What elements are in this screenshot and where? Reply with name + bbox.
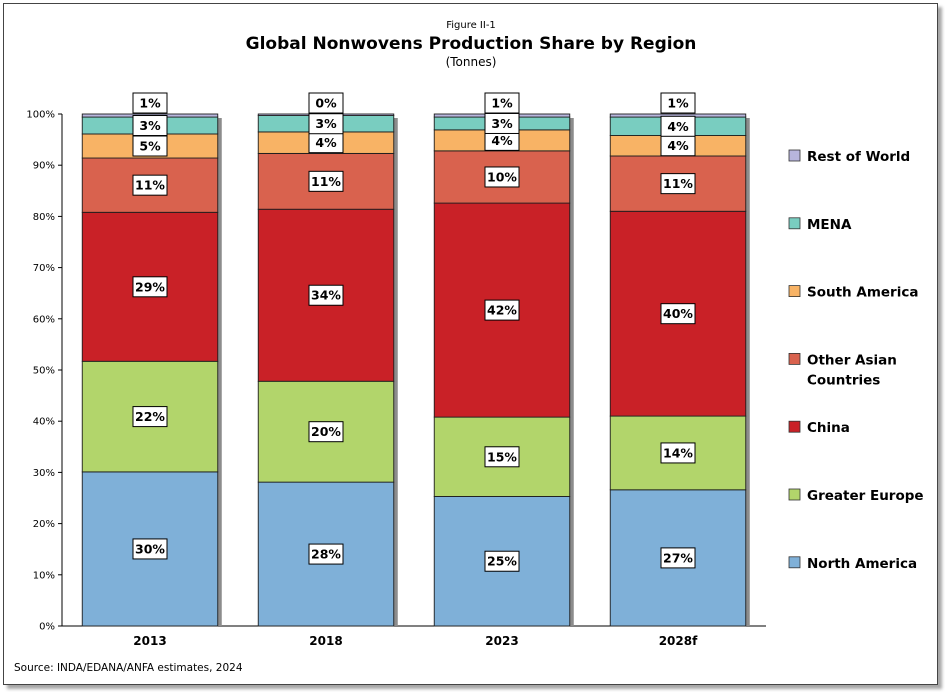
legend-swatch-other-asian-countries bbox=[788, 352, 801, 365]
data-label-box bbox=[660, 173, 696, 195]
legend-swatch-rest-of-world bbox=[788, 149, 801, 162]
x-category-label: 2018 bbox=[309, 634, 342, 648]
data-label: 34% bbox=[311, 288, 341, 303]
y-tick-label: 70% bbox=[33, 263, 55, 274]
data-label: 5% bbox=[139, 139, 161, 154]
data-label: 4% bbox=[667, 119, 689, 134]
data-label: 11% bbox=[663, 176, 693, 191]
legend-label-greater-europe: Greater Europe bbox=[807, 488, 924, 504]
legend-swatch-south-america bbox=[788, 285, 801, 298]
data-label: 29% bbox=[135, 279, 165, 294]
data-labels-layer: 2013 30% 22% 29% 11% 5% 3% 1% 2018 28% 20% 34% 11% 4%… bbox=[132, 92, 698, 648]
x-category-label: 2028f bbox=[659, 634, 698, 648]
chart-subtitle: (Tonnes) bbox=[446, 55, 497, 69]
data-label-box bbox=[308, 92, 344, 114]
x-category-label: 2013 bbox=[133, 634, 166, 648]
y-tick-label: 20% bbox=[33, 519, 55, 530]
data-label-box bbox=[308, 113, 344, 135]
data-label: 15% bbox=[487, 449, 517, 464]
data-label-box bbox=[308, 421, 344, 443]
legend-label-other-asian-countries: Other Asian Countries bbox=[807, 352, 897, 388]
legend-label-north-america: North America bbox=[807, 556, 917, 572]
chart-frame: Figure II-1 Global Nonwovens Production … bbox=[3, 3, 938, 685]
y-tick-label: 50% bbox=[33, 366, 55, 377]
legend-label-rest-of-world: Rest of World bbox=[807, 149, 910, 165]
source-note: Source: INDA/EDANA/ANFA estimates, 2024 bbox=[14, 662, 243, 674]
chart-canvas: Figure II-1 Global Nonwovens Production … bbox=[14, 20, 924, 674]
y-tick-label: 30% bbox=[33, 468, 55, 479]
data-label-box bbox=[484, 92, 520, 114]
y-tick-label: 0% bbox=[39, 622, 55, 633]
legend-label-south-america: South America bbox=[807, 285, 918, 301]
data-label-box bbox=[484, 166, 520, 188]
legend-label-china: China bbox=[807, 420, 850, 436]
data-label: 3% bbox=[315, 116, 337, 131]
legend-swatch-north-america bbox=[788, 556, 801, 569]
data-label: 40% bbox=[663, 306, 693, 321]
data-label: 4% bbox=[315, 135, 337, 150]
x-category-label: 2023 bbox=[485, 634, 518, 648]
data-label-box bbox=[660, 547, 696, 569]
data-label-box bbox=[660, 92, 696, 114]
data-label: 11% bbox=[311, 174, 341, 189]
legend-swatch-greater-europe bbox=[788, 488, 801, 501]
data-label: 4% bbox=[491, 133, 513, 148]
legend-swatch-mena bbox=[788, 217, 801, 230]
data-label: 20% bbox=[311, 424, 341, 439]
data-label-box bbox=[132, 174, 168, 196]
data-label: 30% bbox=[135, 541, 165, 556]
y-tick-label: 60% bbox=[33, 314, 55, 325]
data-label: 42% bbox=[487, 303, 517, 318]
data-label-box bbox=[132, 276, 168, 298]
legend: Rest of World MENA South America Other Asia… bbox=[788, 149, 924, 572]
data-label-box bbox=[132, 538, 168, 560]
data-label: 10% bbox=[487, 169, 517, 184]
data-label-box bbox=[484, 299, 520, 321]
data-label-box bbox=[132, 406, 168, 428]
figure-label: Figure II-1 bbox=[446, 20, 496, 31]
data-label: 28% bbox=[311, 547, 341, 562]
data-label: 22% bbox=[135, 409, 165, 424]
data-label: 27% bbox=[663, 550, 693, 565]
y-tick-label: 100% bbox=[26, 110, 55, 121]
data-label-box bbox=[660, 303, 696, 325]
data-label: 3% bbox=[139, 118, 161, 133]
data-label-box bbox=[484, 446, 520, 468]
y-tick-label: 40% bbox=[33, 417, 55, 428]
data-label: 11% bbox=[135, 178, 165, 193]
data-label: 4% bbox=[667, 138, 689, 153]
data-label: 25% bbox=[487, 554, 517, 569]
data-label: 1% bbox=[667, 96, 689, 111]
y-tick-label: 80% bbox=[33, 212, 55, 223]
data-label: 1% bbox=[139, 96, 161, 111]
data-label-box bbox=[484, 550, 520, 572]
data-label: 14% bbox=[663, 445, 693, 460]
data-label: 3% bbox=[491, 116, 513, 131]
y-tick-label: 90% bbox=[33, 161, 55, 172]
legend-swatch-china bbox=[788, 420, 801, 433]
data-label: 1% bbox=[491, 96, 513, 111]
bars-layer bbox=[81, 113, 750, 627]
data-label-box bbox=[308, 543, 344, 565]
data-label-box bbox=[660, 115, 696, 137]
y-tick-label: 10% bbox=[33, 570, 55, 581]
chart-title: Global Nonwovens Production Share by Reg… bbox=[246, 34, 697, 54]
data-label: 0% bbox=[315, 96, 337, 111]
data-label-box bbox=[660, 442, 696, 464]
data-label-box bbox=[132, 115, 168, 137]
data-label-box bbox=[308, 170, 344, 192]
data-label-box bbox=[308, 284, 344, 306]
data-label-box bbox=[132, 92, 168, 114]
legend-label-mena: MENA bbox=[807, 217, 852, 233]
